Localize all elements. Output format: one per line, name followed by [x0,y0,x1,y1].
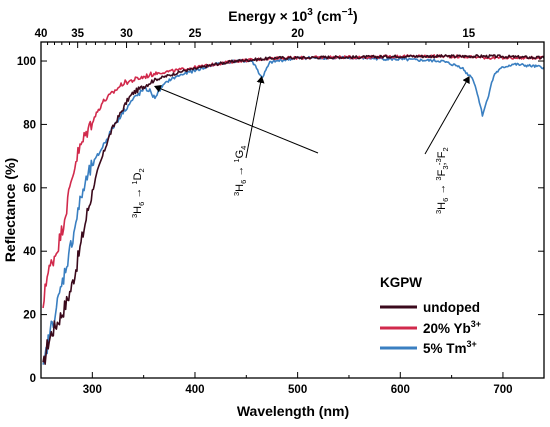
legend-label-yb: 20% Yb3+ [423,319,481,336]
y-tick-label: 80 [23,119,36,131]
y-tick-label: 20 [23,310,36,322]
axis-ticks: 300 400 500 600 700 0 20 40 60 80 100 40 35 30 25 20 15 [17,28,544,396]
series-line-2 [42,55,544,365]
top-tick-label: 20 [291,28,304,40]
series-line-1 [42,54,544,309]
legend: KGPW undoped 20% Yb3+ 5% Tm3+ [380,275,481,356]
annotation-g4: 3H6 → 1G4 [232,75,265,196]
top-axis-title: Energy × 103 (cm−1) [228,7,357,24]
series-group [42,54,544,365]
x-tick-label: 700 [493,384,512,396]
legend-title: KGPW [380,275,422,290]
arrow-d2 [153,84,319,154]
series-line-0 [42,54,544,365]
y-tick-label: 60 [23,183,36,195]
legend-label-tm: 5% Tm3+ [423,339,477,356]
top-tick-label: 40 [35,28,48,40]
annotation-f3f2: 3H6 → 3F3;3F2 [424,76,470,214]
top-tick-label: 30 [120,28,133,40]
legend-label-undoped: undoped [423,300,480,315]
y-tick-label: 0 [30,373,36,385]
top-tick-label: 35 [71,28,84,40]
x-tick-label: 600 [391,384,410,396]
x-tick-label: 400 [185,384,204,396]
top-tick-label: 15 [462,28,475,40]
y-tick-label: 100 [17,56,36,68]
x-tick-label: 300 [83,384,102,396]
x-axis-title: Wavelength (nm) [237,403,349,419]
annotation-label-f3f2: 3H6 → 3F3;3F2 [434,147,450,214]
x-tick-label: 500 [288,384,307,396]
plot-frame [40,41,545,379]
annotation-label-d2: 3H6 → 1D2 [130,168,146,218]
top-tick-label: 25 [189,28,202,40]
y-axis-title: Reflectance (%) [2,158,18,262]
annotation-label-g4: 3H6 → 1G4 [232,146,248,196]
arrow-f3f2 [424,76,470,155]
annotation-d2: 3H6 → 1D2 [130,84,319,218]
y-tick-label: 40 [23,246,36,258]
arrow-g4 [245,75,265,159]
